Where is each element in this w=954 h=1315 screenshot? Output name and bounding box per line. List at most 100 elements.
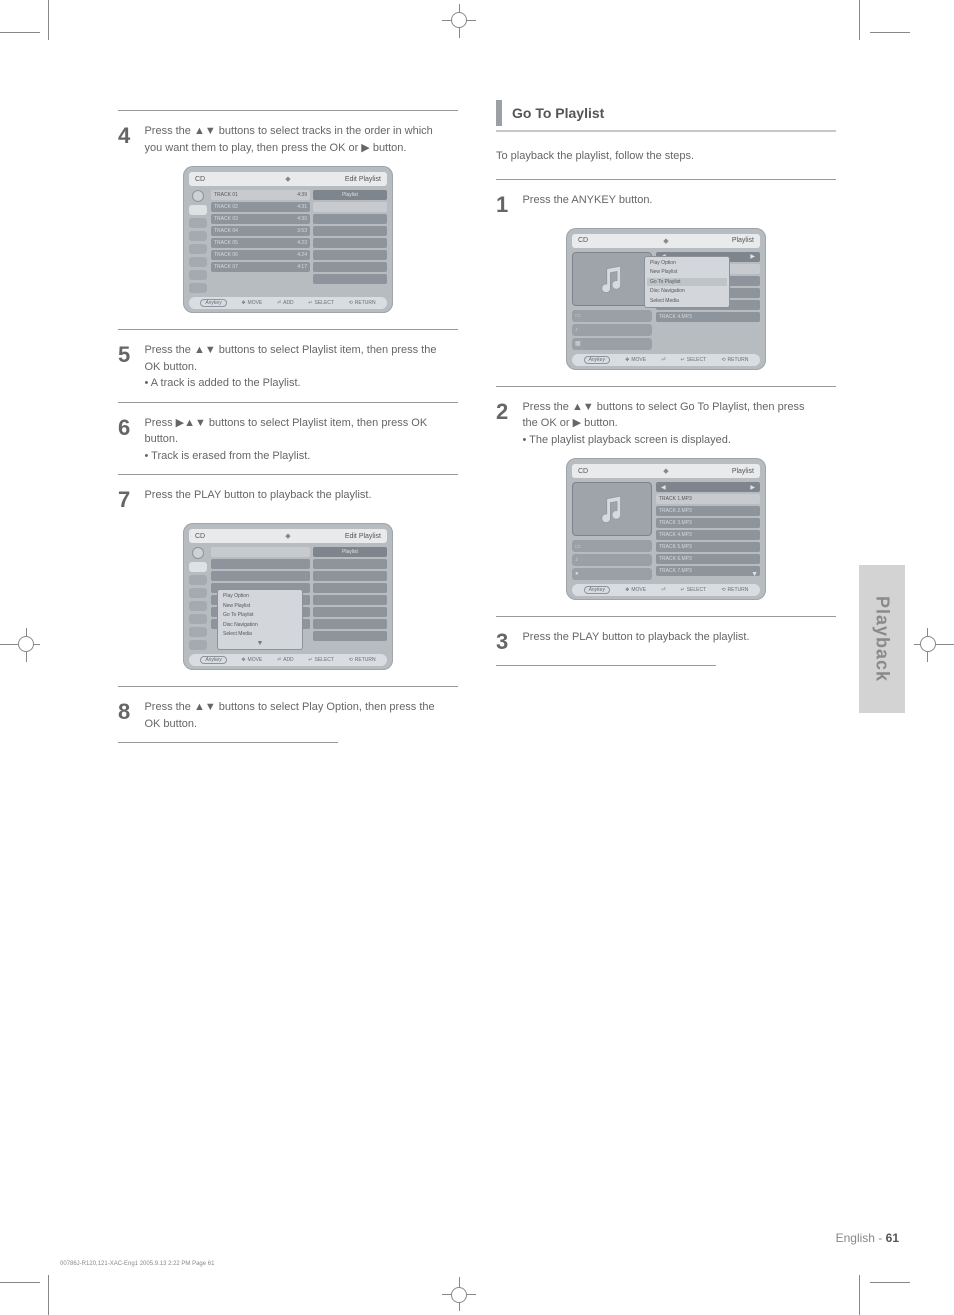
mock-dropdown-menu: Play Option New Playlist Go To Playlist … [217, 589, 303, 650]
dropdown-item: Disc Navigation [220, 621, 300, 629]
step-8: 8 Press the ▲▼ buttons to select Play Op… [118, 699, 458, 732]
num-pill [189, 270, 207, 280]
file-row [211, 559, 310, 569]
side-tab-label: Playback [872, 596, 893, 682]
mock-playlist: Playlist [313, 547, 387, 650]
step-7: 7 Press the PLAY button to playback the … [118, 487, 458, 513]
diamond-icon: ◆ [663, 467, 668, 475]
step-text-sub: • The playlist playback screen is displa… [522, 434, 730, 446]
mock-title-right: Playlist [732, 468, 754, 475]
mock-titlebar: CD ◆ Playlist [572, 234, 760, 248]
screen-mock-anykey-menu: CD ◆ Playlist ▭ [566, 228, 766, 370]
screen-mock-playlist: CD ◆ Playlist ▭ [566, 458, 766, 600]
mock-thumb-left: ▭ ♪ ● [572, 482, 652, 580]
side-tab-playback: Playback [859, 565, 905, 713]
step-number: 5 [118, 342, 140, 368]
playlist-row [313, 607, 387, 617]
anykey-badge: Anykey [584, 356, 610, 364]
file-row [211, 571, 310, 581]
num-pill [189, 575, 207, 585]
crop-mark [870, 32, 910, 33]
anykey-badge: Anykey [584, 586, 610, 594]
disc-icon [192, 190, 204, 202]
dropdown-item: Go To Playlist [220, 611, 300, 619]
footer-add: ⏎ ADD [277, 657, 294, 663]
page-number-value: 61 [886, 1231, 899, 1245]
playlist-head: Playlist [313, 190, 387, 200]
mock-title-left: CD [195, 533, 205, 540]
separator [496, 179, 836, 180]
mock-titlebar: CD ◆ Playlist [572, 464, 760, 478]
shortcut-row: ▦ [572, 338, 652, 350]
crop-mark [859, 1275, 860, 1315]
step-1: 1 Press the ANYKEY button. [496, 192, 836, 218]
num-pill [189, 601, 207, 611]
mock-thumb-left: ▭ ♪ ▦ [572, 252, 652, 350]
mock-footer: Anykey ✥ MOVE ⏎ ↵ SELECT ⟲ RETURN [572, 354, 760, 366]
num-pill [189, 614, 207, 624]
section-bar-icon [496, 100, 502, 126]
page-number-prefix: English - [836, 1231, 883, 1245]
dropdown-arrow-icon: ▼ [220, 640, 300, 647]
shortcut-row: ♪ [572, 554, 652, 566]
step-text-main: Press the ▲▼ buttons to select Playlist … [144, 344, 436, 373]
playlist-row [313, 571, 387, 581]
step-text: Press the ▲▼ buttons to select tracks in… [144, 123, 444, 156]
separator [496, 616, 836, 617]
mock-footer: Anykey ✥ MOVE ⏎ ADD ↵ SELECT ⟲ RETURN [189, 654, 387, 666]
playlist-row [313, 226, 387, 236]
music-note-icon [595, 492, 629, 526]
footer-add: ⏎ [661, 587, 665, 593]
playlist-row [313, 262, 387, 272]
step-number: 3 [496, 629, 518, 655]
section-heading: Go To Playlist [496, 100, 836, 126]
diamond-icon: ◆ [285, 532, 290, 540]
list-item: TRACK 3.MP3 [656, 518, 760, 528]
step-text: Press the ANYKEY button. [522, 192, 822, 209]
step-6: 6 Press ▶▲▼ buttons to select Playlist i… [118, 415, 458, 465]
page-number: English - 61 [836, 1231, 899, 1245]
footer-move: ✥ MOVE [241, 300, 262, 306]
step-text-sub: • A track is added to the Playlist. [144, 377, 300, 389]
playlist-head: Playlist [313, 547, 387, 557]
nav-arrows: ◀▶ [656, 482, 760, 492]
step-text-sub: • Track is erased from the Playlist. [144, 450, 310, 462]
dropdown-item: Disc Navigation [647, 287, 727, 295]
file-row: TRACK 074:17 [211, 262, 310, 272]
shortcut-row: ● [572, 568, 652, 580]
mock-title-right: Edit Playlist [345, 533, 381, 540]
num-pill [189, 588, 207, 598]
playlist-row [313, 214, 387, 224]
anykey-badge: Anykey [200, 299, 226, 307]
step-5: 5 Press the ▲▼ buttons to select Playlis… [118, 342, 458, 392]
list-item: TRACK 7.MP3 [656, 566, 760, 576]
mock-titlebar: CD ◆ Edit Playlist [189, 172, 387, 186]
list-item: TRACK 2.MP3 [656, 506, 760, 516]
mock-left-shortcuts: ▭ ♪ ▦ [572, 310, 652, 350]
mock-footer: Anykey ✥ MOVE ⏎ ↵ SELECT ⟲ RETURN [572, 584, 760, 596]
dropdown-item: Play Option [647, 259, 727, 267]
separator [496, 386, 836, 387]
footer-move: ✥ MOVE [625, 587, 646, 593]
step-text: Press the ▲▼ buttons to select Playlist … [144, 342, 444, 392]
dropdown-item: New Playlist [220, 602, 300, 610]
list-item: TRACK 6.MP3 [656, 554, 760, 564]
list-item: TRACK 1.MP3 [656, 494, 760, 504]
num-pill [189, 205, 207, 215]
separator [118, 329, 458, 330]
num-pill [189, 257, 207, 267]
file-row: TRACK 034:30 [211, 214, 310, 224]
screen-mock-edit-playlist: CD ◆ Edit Playlist [183, 166, 393, 313]
playlist-row [313, 274, 387, 284]
playlist-row [313, 619, 387, 629]
step-number: 6 [118, 415, 140, 441]
step-number: 8 [118, 699, 140, 725]
crop-mark [48, 1275, 49, 1315]
mock-right-list: ◀▶ TRACK 1.MP3 TRACK 2.MP3 TRACK 3.MP3 T… [656, 482, 760, 580]
dropdown-item: Select Media [647, 297, 727, 305]
separator [118, 402, 458, 403]
playlist-row [313, 238, 387, 248]
diamond-icon: ◆ [663, 237, 668, 245]
step-number: 7 [118, 487, 140, 513]
footer-add: ⏎ [661, 357, 665, 363]
